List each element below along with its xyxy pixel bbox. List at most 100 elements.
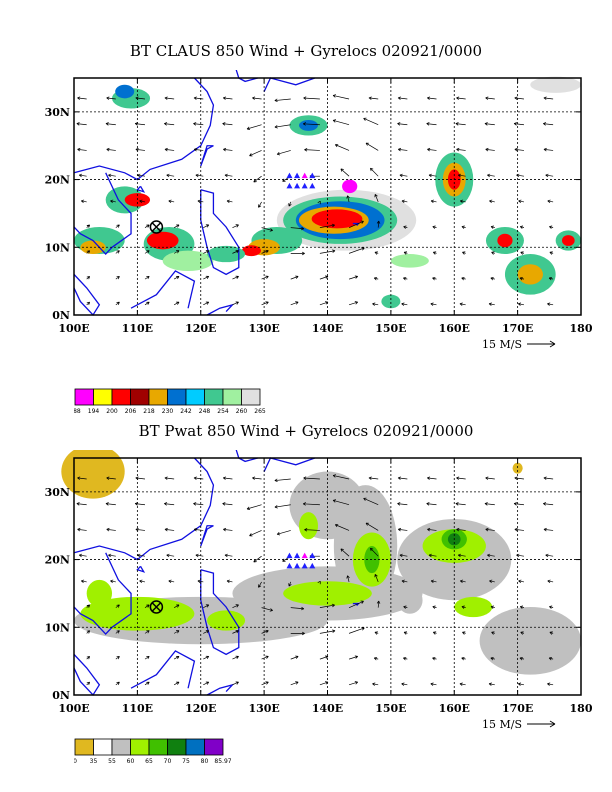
wind-arrow bbox=[261, 249, 269, 254]
wind-arrow bbox=[459, 199, 466, 204]
wind-arrow bbox=[430, 302, 437, 306]
wind-arrow bbox=[489, 199, 495, 204]
wind-arrow bbox=[365, 142, 379, 151]
wind-arrow bbox=[144, 301, 150, 306]
wind-vector-layer bbox=[76, 94, 554, 306]
wind-arrow bbox=[290, 275, 299, 280]
wind-arrow bbox=[547, 199, 554, 204]
wind-arrow bbox=[223, 147, 233, 152]
wind-scale-arrow bbox=[527, 340, 556, 348]
wind-arrow bbox=[340, 548, 350, 557]
wind-arrow bbox=[193, 122, 204, 126]
wind-arrow bbox=[374, 631, 379, 635]
wind-arrow bbox=[78, 553, 87, 558]
wind-arrow bbox=[139, 579, 146, 584]
lon-label: 120E bbox=[185, 702, 216, 715]
wind-arrow bbox=[485, 147, 495, 152]
wind-arrow bbox=[319, 603, 335, 608]
colorbar-label: 206 bbox=[125, 408, 137, 415]
wind-arrow bbox=[86, 630, 91, 634]
coastline bbox=[200, 525, 214, 547]
lon-label: 180 bbox=[570, 322, 593, 335]
wind-arrow bbox=[203, 681, 210, 686]
lat-label: 30N bbox=[45, 486, 70, 499]
coastline bbox=[235, 450, 258, 463]
wind-arrow bbox=[455, 122, 466, 126]
wind-arrow bbox=[76, 502, 87, 506]
wind-arrow bbox=[137, 173, 146, 178]
colorbar-swatch bbox=[167, 738, 187, 756]
wind-arrow bbox=[459, 682, 466, 686]
wind-arrow bbox=[274, 98, 291, 103]
lon-label: 100E bbox=[58, 702, 89, 715]
gyre-triangle bbox=[301, 172, 308, 179]
wind-arrow bbox=[432, 225, 437, 229]
lat-label: 20N bbox=[45, 174, 70, 187]
wind-arrow bbox=[514, 527, 525, 532]
shaded-region bbox=[311, 209, 363, 229]
wind-arrow bbox=[134, 122, 146, 126]
wind-arrow bbox=[484, 502, 495, 506]
shaded-region bbox=[342, 179, 358, 194]
wind-arrow bbox=[397, 527, 408, 532]
wind-arrow bbox=[135, 476, 146, 480]
coastline bbox=[206, 303, 235, 316]
wind-arrow bbox=[455, 502, 466, 506]
wind-arrow bbox=[197, 199, 204, 204]
wind-arrow bbox=[317, 200, 321, 205]
wind-arrow bbox=[491, 631, 495, 635]
wind-arrow bbox=[456, 476, 466, 480]
wind-arrow bbox=[203, 655, 210, 660]
coastline bbox=[73, 273, 101, 317]
wind-arrow bbox=[519, 605, 525, 609]
shaded-region bbox=[298, 512, 318, 540]
wind-arrow bbox=[249, 530, 262, 537]
wind-arrow bbox=[302, 122, 320, 126]
wind-arrow bbox=[144, 250, 150, 254]
wind-arrow bbox=[81, 579, 87, 584]
wind-arrow bbox=[346, 575, 350, 582]
wind-arrow bbox=[403, 631, 408, 635]
wind-arrow bbox=[164, 476, 175, 480]
wind-arrow bbox=[173, 630, 180, 634]
wind-arrow bbox=[108, 173, 116, 178]
wind-arrow bbox=[261, 275, 269, 280]
wind-arrow bbox=[426, 476, 437, 480]
wind-arrow bbox=[374, 251, 379, 255]
shaded-region bbox=[115, 84, 135, 99]
wind-arrow bbox=[303, 96, 320, 100]
wind-arrow bbox=[304, 148, 320, 152]
wind-arrow bbox=[261, 607, 273, 612]
wind-arrow bbox=[428, 553, 437, 558]
wind-arrow bbox=[290, 301, 299, 306]
wind-arrow bbox=[106, 96, 116, 100]
wind-arrow bbox=[334, 523, 350, 531]
wind-arrow bbox=[519, 225, 525, 229]
colorbar-swatch bbox=[93, 738, 113, 756]
wind-arrow bbox=[461, 225, 466, 229]
wind-arrow bbox=[232, 604, 239, 608]
wind-arrow bbox=[399, 173, 408, 178]
shaded-region bbox=[298, 119, 318, 131]
wind-arrow bbox=[274, 478, 291, 483]
wind-scale-label: 15 M/S bbox=[482, 338, 522, 351]
wind-arrow bbox=[430, 579, 437, 584]
wind-arrow bbox=[549, 631, 554, 635]
gyre-triangle bbox=[309, 562, 316, 569]
gyre-triangle bbox=[286, 552, 293, 559]
coastline-layer bbox=[73, 70, 361, 317]
shading-layer bbox=[61, 450, 581, 675]
wind-arrow bbox=[195, 173, 204, 178]
wind-arrow bbox=[139, 199, 146, 204]
wind-arrow bbox=[484, 122, 495, 126]
shaded-region bbox=[80, 596, 195, 631]
wind-arrow bbox=[363, 117, 379, 126]
wind-arrow bbox=[203, 301, 210, 306]
wind-arrow bbox=[397, 476, 408, 480]
wind-arrow bbox=[276, 530, 291, 536]
gyre-triangle bbox=[294, 172, 301, 179]
gyre-triangle bbox=[309, 552, 316, 559]
wind-arrow bbox=[249, 150, 262, 157]
wind-arrow bbox=[115, 250, 120, 254]
wind-arrow bbox=[252, 476, 262, 480]
